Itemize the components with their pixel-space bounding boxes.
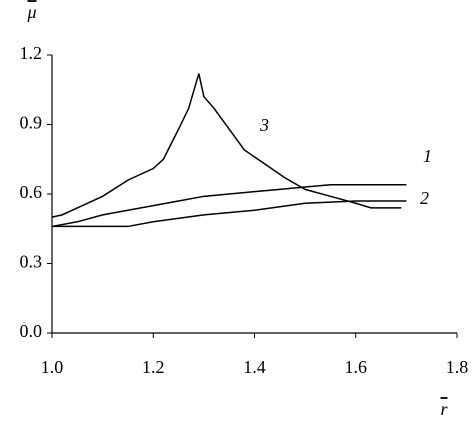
series-label: 3 <box>259 115 269 135</box>
x-tick-label: 1.0 <box>41 357 64 377</box>
series-label: 1 <box>423 146 432 166</box>
line <box>51 73 402 218</box>
y-axis-label: μ <box>26 2 36 22</box>
series-label: 2 <box>420 188 429 208</box>
x-tick-label: 1.6 <box>345 357 368 377</box>
x-tick-label: 1.8 <box>446 357 469 377</box>
y-tick-label: 0.3 <box>20 252 43 272</box>
x-axis-label: r <box>440 399 448 419</box>
y-tick-label: 0.6 <box>20 182 43 202</box>
x-tick-label: 1.2 <box>142 357 165 377</box>
line <box>51 183 407 228</box>
y-tick-label: 0.9 <box>20 113 43 133</box>
x-tick-label: 1.4 <box>243 357 266 377</box>
y-tick-label: 0.0 <box>20 321 43 341</box>
y-tick-label: 1.2 <box>20 43 43 63</box>
